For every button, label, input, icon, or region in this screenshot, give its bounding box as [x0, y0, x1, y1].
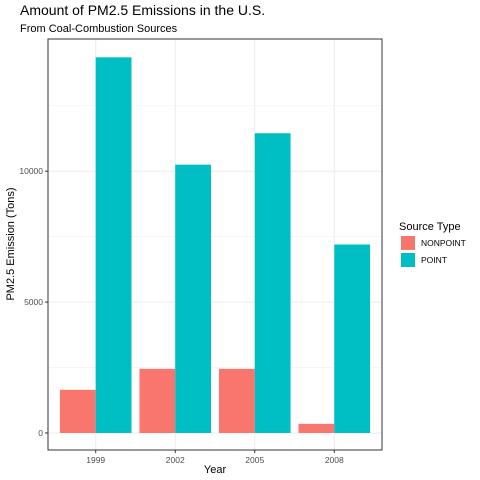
legend: Source Type NONPOINT POINT	[399, 221, 466, 267]
x-tick-label: 2008	[325, 455, 344, 465]
bar-nonpoint-2005	[218, 368, 255, 433]
legend-swatch-nonpoint	[401, 236, 415, 250]
x-axis-title: Year	[204, 464, 227, 476]
y-axis: 0 5000 10000	[19, 166, 48, 438]
x-axis: 1999 2002 2005 2008	[86, 450, 344, 465]
y-tick-label: 5000	[24, 297, 43, 307]
chart-title: Amount of PM2.5 Emissions in the U.S.	[20, 2, 265, 18]
y-tick-label: 0	[38, 428, 43, 438]
y-tick-label: 10000	[19, 166, 43, 176]
legend-title: Source Type	[399, 221, 461, 233]
bar-nonpoint-2002	[139, 368, 176, 433]
chart-subtitle: From Coal-Combustion Sources	[20, 23, 178, 35]
y-axis-title: PM2.5 Emission (Tons)	[5, 187, 17, 300]
bar-nonpoint-2008	[298, 423, 335, 433]
x-tick-label: 2002	[166, 455, 185, 465]
bar-point-2002	[175, 164, 212, 433]
plot-border	[47, 38, 383, 451]
bar-nonpoint-1999	[59, 389, 96, 433]
plot-area	[47, 38, 383, 451]
bars	[59, 57, 371, 433]
legend-items: NONPOINT POINT	[401, 236, 466, 267]
legend-label-nonpoint: NONPOINT	[421, 238, 466, 248]
legend-swatch-point	[401, 253, 415, 267]
bar-point-2005	[254, 133, 291, 433]
x-tick-label: 1999	[86, 455, 105, 465]
bar-point-1999	[95, 57, 132, 433]
x-tick-label: 2005	[245, 455, 264, 465]
bar-point-2008	[334, 244, 371, 433]
legend-label-point: POINT	[421, 255, 447, 265]
